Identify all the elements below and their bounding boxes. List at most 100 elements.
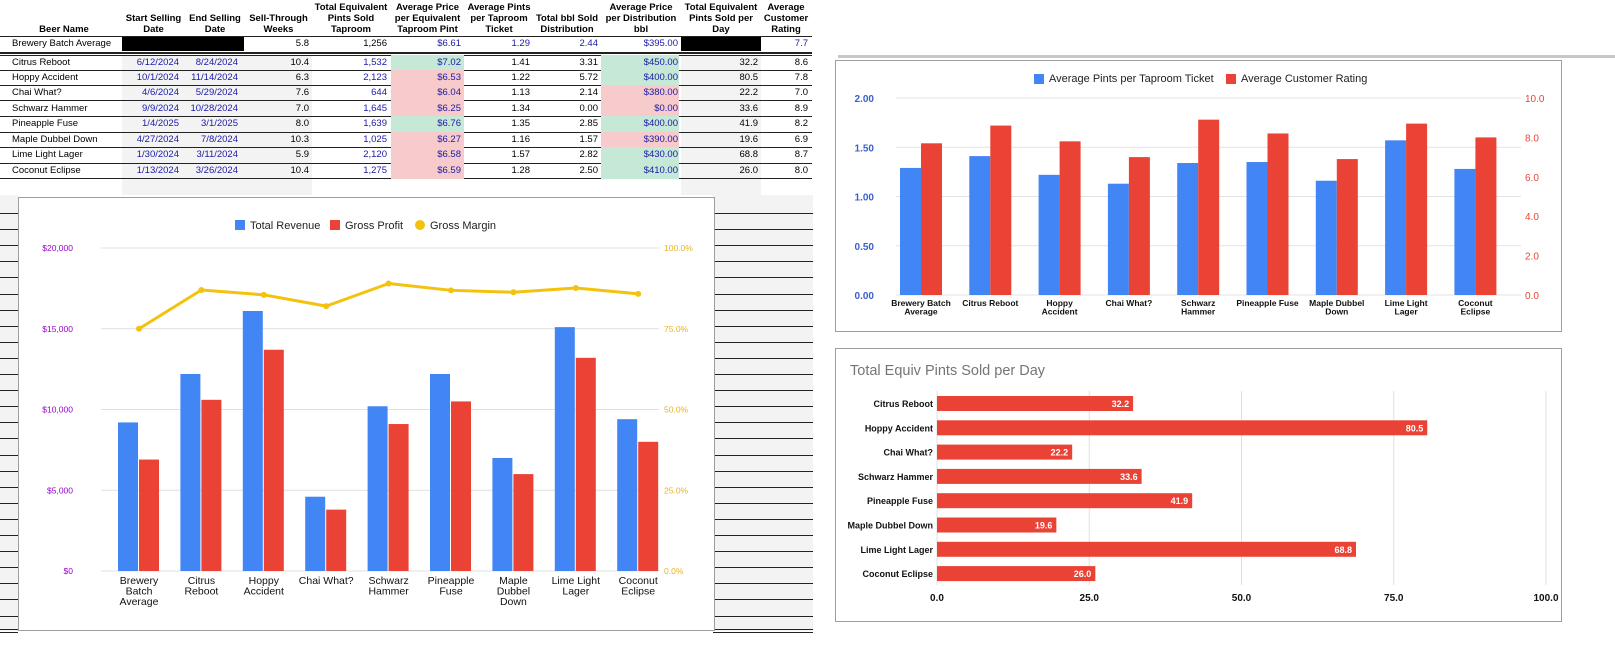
price-bg <box>391 116 464 132</box>
point-gross-margin <box>385 280 392 287</box>
bar-pints-per-day <box>937 566 1096 582</box>
shade <box>713 195 813 631</box>
pints-per-day-chart[interactable]: Total Equiv Pints Sold per Day 0.0 25.0 50.… <box>835 348 1562 622</box>
right-tick: 25.0% <box>664 485 689 495</box>
row-line <box>713 551 813 552</box>
right-tick: 100.0% <box>664 243 693 253</box>
row-line <box>0 358 18 359</box>
legend-swatch <box>1034 74 1044 84</box>
row-value: 1/30/2024 <box>136 149 179 160</box>
price-bg <box>391 163 464 179</box>
row-value: 7/8/2024 <box>201 134 238 145</box>
category-label: Hoppy Accident <box>865 423 933 433</box>
data-label: 19.6 <box>1035 521 1053 531</box>
category-label: Maple Dubbel Down <box>1309 298 1364 317</box>
row-value: 3/26/2024 <box>195 165 238 176</box>
bar-pints-per-ticket <box>1177 163 1199 295</box>
bar-pints-per-ticket <box>1315 180 1337 295</box>
data-label: 22.2 <box>1051 448 1069 458</box>
row-value: 1.57 <box>579 134 599 145</box>
data-label: 26.0 <box>1074 569 1092 579</box>
row-name: Schwarz Hammer <box>12 103 88 114</box>
bar-pints-per-day <box>937 493 1193 509</box>
bar-pints-per-ticket <box>969 156 991 295</box>
column-header: Total Equivalent Pints Sold per Day <box>684 2 758 35</box>
category-label: Maple Dubbel Down <box>497 575 530 608</box>
bar-gross-profit <box>388 424 409 571</box>
black-cell <box>122 37 244 51</box>
row-line <box>713 503 813 504</box>
row-value: 2,120 <box>363 149 387 160</box>
row-value: $0.00 <box>654 103 678 114</box>
x-tick: 25.0 <box>1080 593 1100 604</box>
point-gross-margin <box>635 290 642 297</box>
data-label: 68.8 <box>1334 545 1352 555</box>
legend-swatch <box>1226 74 1236 84</box>
row-value: 1.34 <box>511 103 531 114</box>
bblprice-bg <box>601 116 679 132</box>
bar-gross-profit <box>201 399 222 571</box>
row-value: 1.28 <box>511 165 531 176</box>
left-tick: $10,000 <box>42 405 73 415</box>
row-line <box>0 471 18 472</box>
row-line <box>0 535 18 536</box>
row-line <box>713 326 813 327</box>
category-label: Hoppy Accident <box>1042 298 1078 317</box>
bblprice-bg <box>601 101 679 117</box>
row-line <box>713 583 813 584</box>
row-line <box>0 277 18 278</box>
column-header: Average Customer Rating <box>763 2 809 35</box>
left-tick: $20,000 <box>42 243 73 253</box>
row-value: 11/14/2024 <box>191 72 238 83</box>
legend-swatch <box>235 220 245 230</box>
row-value: 644 <box>371 87 387 98</box>
bar-customer-rating <box>921 143 942 295</box>
row-value: 1,645 <box>363 103 387 114</box>
legend-label: Gross Profit <box>345 220 403 232</box>
bar-total-revenue <box>118 422 138 571</box>
category-label: Schwarz Hammer <box>368 575 409 598</box>
row-value: 33.6 <box>739 103 759 114</box>
bar-gross-profit <box>638 441 659 571</box>
bar-customer-rating <box>1198 119 1220 295</box>
row-line <box>713 567 813 568</box>
legend-label: Average Customer Rating <box>1241 73 1367 85</box>
row-value: 26.0 <box>739 165 759 176</box>
row-line <box>713 422 813 423</box>
data-label: 33.6 <box>1120 472 1138 482</box>
left-tick: 0.50 <box>855 242 875 253</box>
row-value: $450.00 <box>643 57 678 68</box>
row-value: 3/11/2024 <box>196 149 238 160</box>
column-header: Sell-Through Weeks <box>249 13 308 35</box>
chart-title: Total Equiv Pints Sold per Day <box>850 363 1046 379</box>
bblprice-bg <box>601 70 679 86</box>
row-value: 8.0 <box>794 165 808 176</box>
bar-customer-rating <box>1267 133 1289 295</box>
bar-pints-per-day <box>937 444 1073 460</box>
row-value: 1.35 <box>511 118 531 129</box>
row-line <box>713 277 813 278</box>
row-line <box>0 326 18 327</box>
row-line <box>713 599 813 600</box>
point-gross-margin <box>136 325 142 332</box>
revenue-profit-margin-chart[interactable]: Total Revenue Gross Profit Gross Margin $0 0… <box>18 197 715 631</box>
row-value: 68.8 <box>739 149 759 160</box>
category-label: Citrus Reboot <box>962 298 1018 308</box>
category-label: Lime Light Lager <box>860 545 933 555</box>
bar-gross-profit <box>575 357 596 571</box>
row-value: $6.58 <box>437 149 461 160</box>
revenue-profit-margin-svg: Total Revenue Gross Profit Gross Margin $0 0… <box>42 220 693 608</box>
column-header: End Selling Date <box>189 13 241 35</box>
bar-customer-rating <box>990 125 1012 295</box>
bblprice-bg <box>601 147 679 163</box>
pints-rating-chart[interactable]: Average Pints per Taproom Ticket Average … <box>835 60 1562 332</box>
bar-gross-profit <box>451 401 471 571</box>
row-line <box>0 519 18 520</box>
row-line <box>0 422 18 423</box>
bar-total-revenue <box>305 496 326 571</box>
row-value: 10/28/2024 <box>190 103 238 114</box>
row-line <box>0 455 18 456</box>
row-value: 0.00 <box>579 103 599 114</box>
bar-gross-profit <box>326 509 347 571</box>
row-line <box>0 294 18 295</box>
